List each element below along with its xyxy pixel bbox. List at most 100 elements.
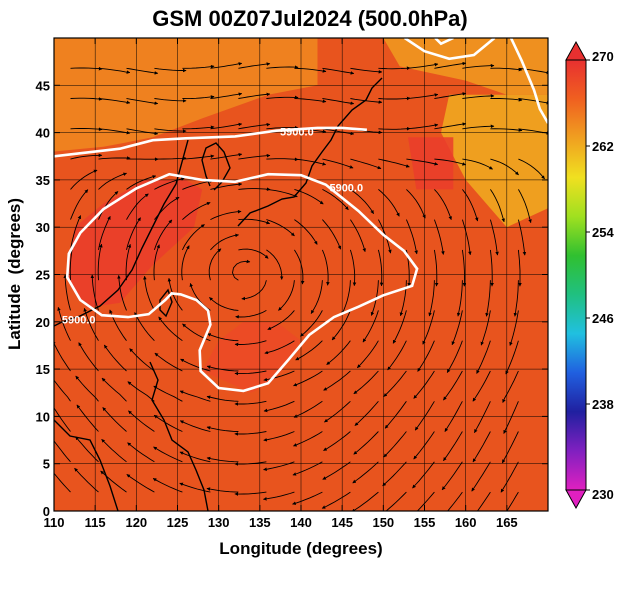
streamline bbox=[506, 491, 519, 511]
streamline bbox=[322, 98, 355, 105]
streamline bbox=[70, 169, 98, 190]
streamline bbox=[462, 158, 493, 170]
colorbar-tick-label: 254 bbox=[592, 225, 614, 240]
streamline bbox=[378, 126, 411, 131]
streamline bbox=[441, 461, 463, 491]
x-tick-label: 145 bbox=[331, 515, 353, 530]
streamline bbox=[294, 219, 318, 245]
streamline bbox=[518, 67, 548, 75]
streamline bbox=[182, 64, 215, 69]
streamline bbox=[266, 157, 299, 162]
streamline bbox=[126, 474, 155, 493]
streamline bbox=[292, 491, 323, 505]
streamline bbox=[83, 307, 99, 341]
streamline bbox=[412, 461, 435, 489]
streamline bbox=[126, 217, 141, 251]
streamline bbox=[76, 404, 99, 432]
streamline bbox=[264, 340, 295, 355]
streamline bbox=[294, 98, 327, 104]
streamline bbox=[490, 67, 523, 72]
streamline bbox=[350, 219, 366, 253]
coastline-taiwan bbox=[159, 288, 173, 318]
streamline bbox=[238, 248, 269, 259]
streamline bbox=[263, 431, 295, 442]
streamline bbox=[97, 243, 103, 281]
streamline bbox=[238, 153, 271, 160]
streamline bbox=[78, 342, 99, 372]
streamline bbox=[310, 280, 323, 314]
streamline bbox=[98, 128, 131, 135]
streamline bbox=[70, 153, 103, 160]
streamline bbox=[210, 122, 243, 130]
streamline bbox=[434, 92, 467, 99]
streamline bbox=[98, 215, 111, 250]
streamline bbox=[474, 401, 491, 434]
streamline bbox=[57, 306, 71, 341]
x-tick-label: 155 bbox=[414, 515, 436, 530]
streamline bbox=[98, 191, 119, 220]
streamline bbox=[444, 401, 463, 432]
chart-title: GSM 00Z07Jul2024 (500.0hPa) bbox=[152, 6, 468, 31]
height-contour-4 bbox=[403, 38, 496, 61]
streamline bbox=[385, 491, 407, 511]
streamline bbox=[476, 340, 491, 374]
streamline bbox=[266, 249, 284, 280]
y-tick-label: 30 bbox=[36, 220, 50, 235]
streamline bbox=[461, 219, 472, 256]
y-tick-label: 10 bbox=[36, 409, 50, 424]
colorbar: 230 238 246 254 262 270 bbox=[565, 40, 614, 510]
streamline bbox=[209, 297, 239, 311]
streamline bbox=[434, 122, 467, 130]
streamline bbox=[179, 451, 211, 463]
streamline bbox=[117, 275, 127, 311]
streamline bbox=[54, 379, 71, 402]
streamline bbox=[154, 177, 185, 190]
streamline bbox=[101, 438, 127, 463]
streamline bbox=[451, 310, 463, 346]
streamline bbox=[207, 333, 239, 342]
streamline bbox=[75, 436, 99, 463]
streamline bbox=[181, 224, 205, 251]
streamline bbox=[129, 348, 155, 372]
streamline bbox=[134, 312, 155, 342]
streamline bbox=[323, 431, 351, 451]
streamline bbox=[127, 381, 155, 402]
streamline bbox=[235, 310, 267, 319]
streamline bbox=[490, 98, 523, 102]
streamline bbox=[179, 482, 211, 493]
colorbar-tick-label: 238 bbox=[592, 397, 614, 412]
y-tick-label: 0 bbox=[43, 504, 50, 519]
streamline bbox=[103, 344, 127, 372]
streamline bbox=[70, 127, 103, 132]
x-tick-label: 160 bbox=[455, 515, 477, 530]
streamline bbox=[294, 249, 305, 285]
contour-label-2: 5900.0 bbox=[62, 315, 96, 327]
streamline bbox=[126, 175, 157, 190]
streamline bbox=[322, 128, 355, 136]
streamline bbox=[182, 179, 214, 190]
x-axis-ticks: 110 115 120 125 130 135 140 145 150 155 160 165 bbox=[44, 38, 518, 530]
streamline bbox=[326, 340, 351, 365]
y-tick-label: 15 bbox=[36, 362, 50, 377]
streamline bbox=[238, 62, 271, 69]
streamline bbox=[98, 156, 131, 160]
streamline bbox=[422, 310, 435, 345]
streamline bbox=[210, 209, 242, 221]
streamline bbox=[353, 370, 379, 395]
x-tick-label: 120 bbox=[125, 515, 147, 530]
streamline bbox=[485, 280, 491, 317]
streamline bbox=[54, 472, 71, 493]
streamline bbox=[322, 67, 355, 75]
streamline bbox=[70, 66, 103, 71]
height-contour-2 bbox=[54, 126, 367, 158]
streamline bbox=[210, 92, 243, 99]
streamline bbox=[322, 461, 351, 480]
height-contour-1 bbox=[65, 172, 419, 393]
streamline bbox=[434, 158, 466, 166]
streamline bbox=[180, 358, 211, 372]
streamline bbox=[443, 370, 463, 401]
streamline bbox=[300, 310, 323, 337]
y-axis-title: Latitude (degrees) bbox=[5, 198, 24, 350]
streamline bbox=[353, 431, 379, 455]
streamline bbox=[263, 491, 295, 501]
